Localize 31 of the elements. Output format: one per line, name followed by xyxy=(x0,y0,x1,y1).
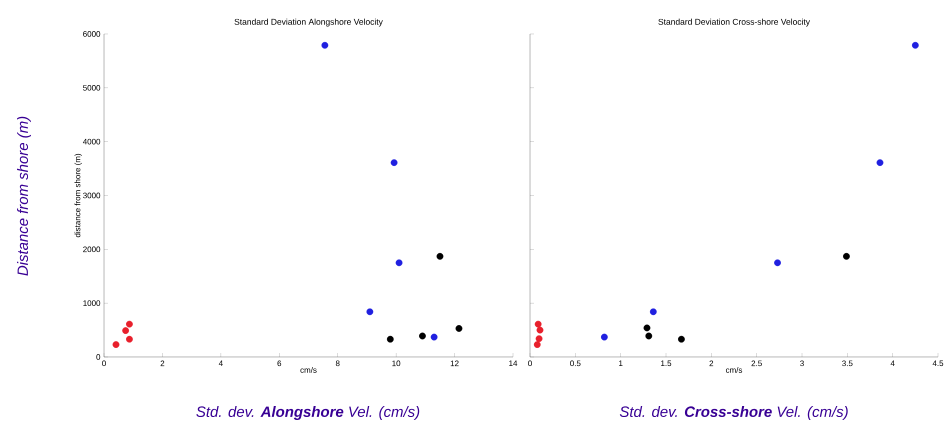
point xyxy=(600,334,608,340)
point xyxy=(678,336,685,343)
point xyxy=(774,259,781,266)
point xyxy=(876,159,884,166)
point xyxy=(645,332,652,340)
point xyxy=(650,308,657,316)
point xyxy=(912,42,919,49)
point xyxy=(126,320,133,328)
chart-title: Standard Deviation Cross-shore Velocity xyxy=(658,18,810,26)
point xyxy=(390,159,398,166)
text: Std. dev. Cross-shore Vel. (cm/s) xyxy=(620,406,848,420)
point xyxy=(366,308,374,316)
chart-title: Standard Deviation Alongshore Velocity xyxy=(234,18,383,26)
point xyxy=(436,252,444,260)
point xyxy=(644,324,650,332)
point xyxy=(419,332,426,340)
point xyxy=(536,326,544,334)
text: Distance from shore (m) xyxy=(17,116,31,276)
point xyxy=(534,341,541,348)
point xyxy=(456,325,462,332)
point xyxy=(396,259,402,266)
point xyxy=(843,252,850,260)
point xyxy=(122,327,130,334)
point xyxy=(386,336,394,343)
point xyxy=(126,336,133,343)
text: Std. dev. Alongshore Vel. (cm/s) xyxy=(196,406,420,420)
point xyxy=(430,334,438,340)
point xyxy=(536,335,542,342)
point xyxy=(321,42,328,49)
point xyxy=(112,341,120,348)
point xyxy=(534,320,542,328)
